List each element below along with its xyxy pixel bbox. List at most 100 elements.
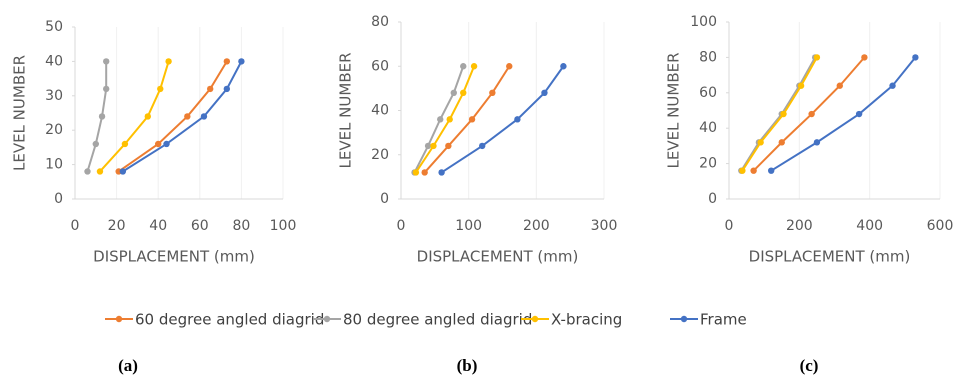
x-tick-label: 80 [232, 218, 250, 234]
x-tick-label: 100 [270, 218, 297, 234]
y-tick-label: 30 [45, 88, 63, 104]
point [489, 89, 496, 97]
x-tick-label: 0 [397, 218, 406, 234]
point [103, 58, 110, 65]
point [506, 63, 513, 70]
point [450, 89, 457, 97]
x-tick-label: 100 [455, 218, 482, 234]
point [739, 167, 746, 174]
y-tick-label: 40 [45, 53, 63, 69]
point [421, 169, 428, 176]
point [84, 168, 91, 175]
series-line [770, 56, 917, 172]
series-line [118, 60, 228, 173]
y-tick-label: 20 [371, 147, 389, 163]
point [460, 63, 467, 70]
x-tick-label: 60 [191, 218, 209, 234]
point [757, 139, 764, 146]
y-axis-title: LEVEL NUMBER [337, 52, 355, 168]
y-tick-label: 0 [380, 191, 389, 207]
point [92, 140, 100, 148]
legend-marker [115, 315, 123, 323]
point [184, 113, 191, 120]
y-axis-title: LEVEL NUMBER [665, 52, 683, 168]
legend-marker [680, 315, 688, 323]
x-tick-label: 600 [927, 218, 954, 234]
point [437, 116, 444, 123]
point [797, 82, 805, 89]
legend-label: Frame [700, 311, 747, 329]
x-tick-label: 200 [523, 218, 550, 234]
series-line [122, 60, 243, 173]
caption: (b) [457, 356, 478, 375]
point [165, 58, 172, 65]
point [768, 167, 775, 174]
point [780, 110, 787, 118]
point [163, 140, 170, 148]
point [460, 89, 467, 97]
x-tick-label: 20 [108, 218, 126, 234]
y-tick-label: 50 [45, 19, 63, 35]
x-tick-label: 200 [786, 218, 813, 234]
y-axis-title: LEVEL NUMBER [11, 55, 29, 171]
legend-marker [323, 315, 331, 323]
x-axis-title: DISPLACEMENT (mm) [417, 248, 579, 266]
point [103, 85, 110, 93]
point [424, 142, 432, 150]
point [813, 54, 821, 61]
point [98, 113, 106, 120]
point [808, 110, 815, 118]
point [560, 63, 567, 70]
point [438, 169, 445, 176]
point [157, 85, 164, 93]
point [541, 89, 548, 97]
x-axis-title: DISPLACEMENT (mm) [749, 248, 911, 266]
point [121, 140, 129, 148]
y-tick-label: 10 [45, 157, 63, 173]
x-tick-label: 0 [71, 218, 80, 234]
point [155, 140, 162, 148]
series-line [441, 65, 565, 174]
point [750, 167, 757, 174]
point [238, 58, 245, 65]
y-tick-label: 60 [371, 58, 389, 74]
y-tick-label: 20 [45, 122, 63, 138]
point [514, 116, 521, 123]
point [778, 139, 785, 146]
y-tick-label: 40 [699, 120, 717, 136]
point [144, 113, 151, 120]
point [96, 168, 104, 175]
y-tick-label: 80 [371, 14, 389, 30]
x-tick-label: 400 [856, 218, 883, 234]
caption: (c) [800, 356, 819, 375]
y-tick-label: 100 [690, 14, 717, 30]
point [889, 82, 896, 89]
point [430, 142, 437, 150]
point [479, 142, 486, 150]
legend-label: 80 degree angled diagrid [343, 311, 532, 329]
x-tick-label: 300 [591, 218, 618, 234]
y-tick-label: 20 [699, 156, 717, 172]
x-axis-title: DISPLACEMENT (mm) [93, 248, 255, 266]
point [200, 113, 208, 120]
point [470, 63, 478, 70]
x-tick-label: 40 [149, 218, 167, 234]
point [207, 85, 214, 93]
point [813, 139, 821, 146]
legend-marker [531, 315, 539, 323]
point [223, 85, 231, 93]
point [445, 142, 452, 150]
point [468, 116, 476, 123]
y-tick-label: 0 [54, 191, 63, 207]
point [836, 82, 843, 89]
x-tick-label: 0 [725, 218, 734, 234]
y-tick-label: 80 [699, 49, 717, 65]
y-tick-label: 0 [708, 191, 717, 207]
point [412, 169, 420, 176]
point [855, 110, 863, 118]
point [912, 54, 919, 61]
legend-label: X-bracing [551, 311, 622, 329]
y-tick-label: 60 [699, 85, 717, 101]
point [119, 168, 127, 175]
